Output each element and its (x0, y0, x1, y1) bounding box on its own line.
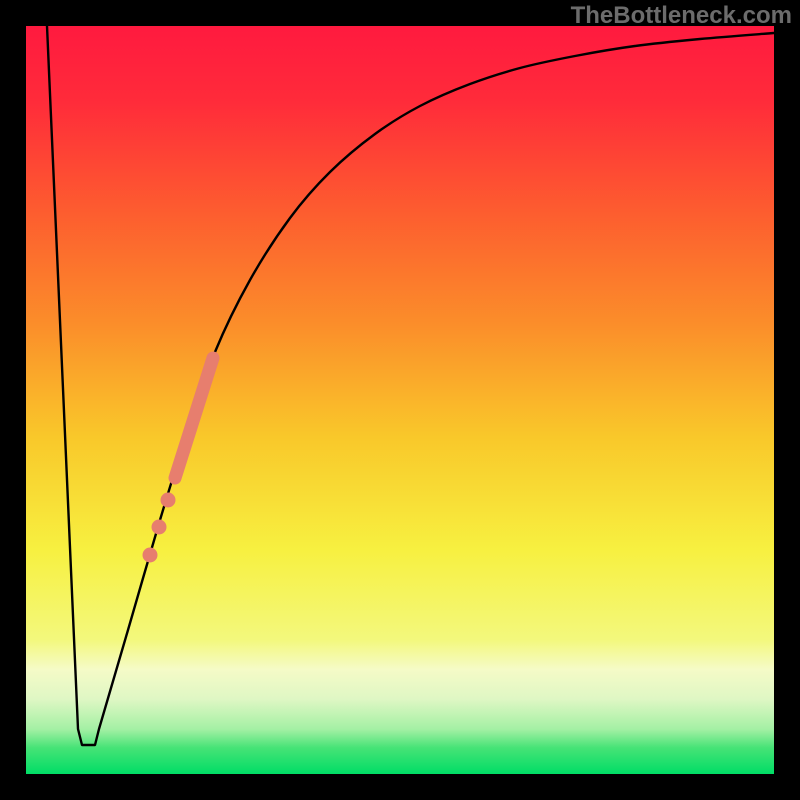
highlight-dot (152, 520, 167, 535)
highlight-dot (161, 493, 176, 508)
chart-plot-background (26, 26, 774, 774)
attribution-text: TheBottleneck.com (571, 2, 792, 30)
chart-container: TheBottleneck.com (0, 0, 800, 800)
highlight-dot (143, 548, 158, 563)
bottleneck-chart (0, 0, 800, 800)
